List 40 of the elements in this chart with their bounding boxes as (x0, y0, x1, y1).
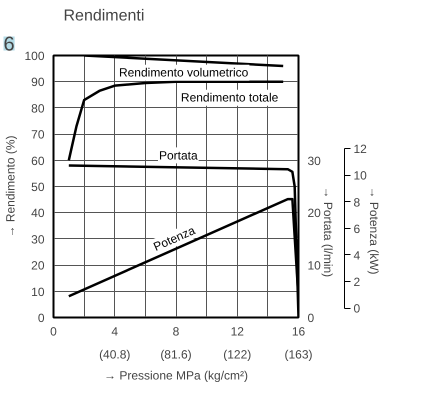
y-tick-label: 100 (24, 49, 45, 63)
x2-tick-label: (122) (223, 348, 252, 362)
y3-tick-label: 2 (354, 275, 360, 290)
y3-tick-label: 6 (354, 222, 360, 236)
x-tick-label: 0 (50, 324, 58, 338)
y-tick-label: 90 (31, 75, 45, 90)
y-tick-label: 10 (31, 284, 45, 299)
y-tick-label: 0 (38, 311, 45, 325)
y3-tick-label: 0 (354, 302, 360, 316)
series-label: Rendimento volumetrico (118, 66, 249, 80)
x2-tick-label: (163) (284, 348, 313, 362)
y2-tick-label: 30 (308, 154, 322, 168)
y-tick-label: 70 (31, 128, 45, 142)
series-label: Rendimento totale (180, 90, 279, 105)
series-label: Portata (158, 148, 198, 162)
x-axis-title: → Pressione MPa (kg/cm²) (104, 368, 248, 382)
y2-tick-label: 10 (308, 258, 322, 273)
y2-tick-label: 0 (308, 311, 314, 325)
y3-tick-label: 12 (354, 142, 368, 156)
y3-tick-label: 4 (354, 248, 360, 262)
y-tick-label: 20 (31, 258, 45, 273)
x-tick-label: 16 (292, 324, 306, 338)
text: 6 (4, 34, 15, 56)
chart-title: Rendimenti (64, 8, 144, 24)
x-tick-label: 4 (111, 324, 118, 338)
y-tick-label: 80 (31, 101, 45, 116)
x-tick-label: 12 (230, 324, 244, 338)
y3-tick-label: 10 (354, 168, 368, 183)
y-tick-label: 50 (31, 180, 45, 194)
y-tick-label: 30 (31, 232, 45, 246)
y2-axis-title: → Portata (l/min) (320, 186, 335, 278)
y-tick-label: 60 (31, 154, 45, 168)
y3-tick-label: 8 (354, 195, 360, 210)
y-tick-label: 40 (31, 206, 45, 220)
x2-tick-label: (40.8) (99, 348, 130, 362)
y3-axis-title: → Potenza (kW) (366, 186, 381, 275)
y2-tick-label: 20 (308, 206, 322, 220)
x2-tick-label: (81.6) (160, 348, 192, 362)
x-tick-label: 8 (172, 324, 180, 338)
y-axis-title: → Rendimento (%) (3, 135, 18, 238)
